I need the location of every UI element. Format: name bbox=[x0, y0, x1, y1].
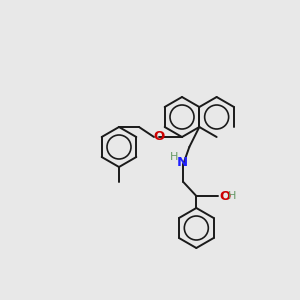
Text: N: N bbox=[177, 155, 188, 169]
Text: O: O bbox=[153, 130, 165, 142]
Text: O: O bbox=[219, 190, 231, 202]
Text: H: H bbox=[228, 191, 237, 201]
Text: H: H bbox=[170, 152, 178, 162]
